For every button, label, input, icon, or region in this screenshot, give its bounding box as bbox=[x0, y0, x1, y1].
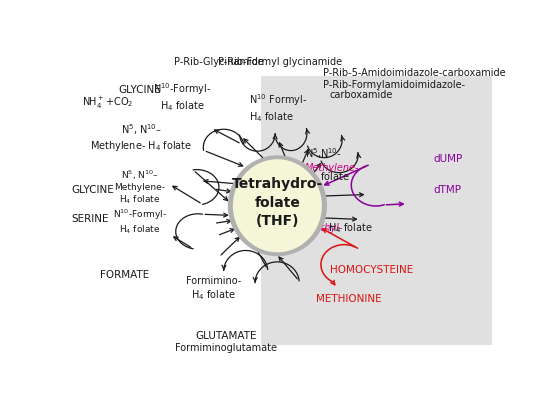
Text: N$^{10}$ Formyl-
H$_4$ folate: N$^{10}$ Formyl- H$_4$ folate bbox=[248, 92, 307, 124]
Text: P-Rib-Formylamidoimidazole-: P-Rib-Formylamidoimidazole- bbox=[323, 80, 465, 90]
Ellipse shape bbox=[233, 159, 322, 252]
Text: GLUTAMATE: GLUTAMATE bbox=[195, 331, 257, 341]
Text: dUMP: dUMP bbox=[434, 154, 463, 164]
Text: carboxamide: carboxamide bbox=[330, 90, 393, 100]
Text: Tetrahydro-
folate
(THF): Tetrahydro- folate (THF) bbox=[232, 177, 323, 228]
Text: Methylene-: Methylene- bbox=[305, 163, 359, 173]
Text: P-Rib-Formyl glycinamide: P-Rib-Formyl glycinamide bbox=[218, 57, 342, 67]
Text: FORMATE: FORMATE bbox=[100, 270, 149, 280]
Text: Formimino-
H$_4$ folate: Formimino- H$_4$ folate bbox=[186, 276, 241, 302]
Ellipse shape bbox=[228, 156, 327, 256]
Text: Methyl-: Methyl- bbox=[307, 223, 343, 233]
Text: H$_4$ folate: H$_4$ folate bbox=[305, 170, 350, 184]
Text: HOMOCYSTEINE: HOMOCYSTEINE bbox=[330, 265, 414, 275]
Text: P-Rib-5-Amidoimidazole-carboxamide: P-Rib-5-Amidoimidazole-carboxamide bbox=[323, 68, 505, 78]
Text: GLYCINE: GLYCINE bbox=[118, 85, 161, 95]
Text: dTMP: dTMP bbox=[434, 185, 462, 195]
Text: GLYCINE: GLYCINE bbox=[72, 185, 114, 195]
Text: N$^5$-: N$^5$- bbox=[295, 221, 313, 235]
Text: N$^5$, N$^{10}$–
Methylene- H$_4$ folate: N$^5$, N$^{10}$– Methylene- H$_4$ folate bbox=[90, 122, 193, 153]
Text: METHIONINE: METHIONINE bbox=[316, 294, 381, 304]
Text: N$^5$,N$^{10}$-: N$^5$,N$^{10}$- bbox=[305, 146, 341, 161]
Text: H$_4$ folate: H$_4$ folate bbox=[328, 221, 373, 235]
Text: N$^5$, N$^{10}$–
Methylene-
H$_4$ folate
N$^{10}$-Formyl-
H$_4$ folate: N$^5$, N$^{10}$– Methylene- H$_4$ folate… bbox=[113, 169, 167, 236]
Text: N$^{10}$-Formyl-
H$_4$ folate: N$^{10}$-Formyl- H$_4$ folate bbox=[153, 81, 211, 113]
Text: P-Rib-Glycinamide: P-Rib-Glycinamide bbox=[174, 57, 264, 67]
Bar bbox=[261, 76, 492, 345]
Text: SERINE: SERINE bbox=[72, 214, 109, 224]
Text: Formiminoglutamate: Formiminoglutamate bbox=[175, 342, 277, 352]
Text: NH$_4^+$+CO$_2$: NH$_4^+$+CO$_2$ bbox=[82, 95, 133, 111]
